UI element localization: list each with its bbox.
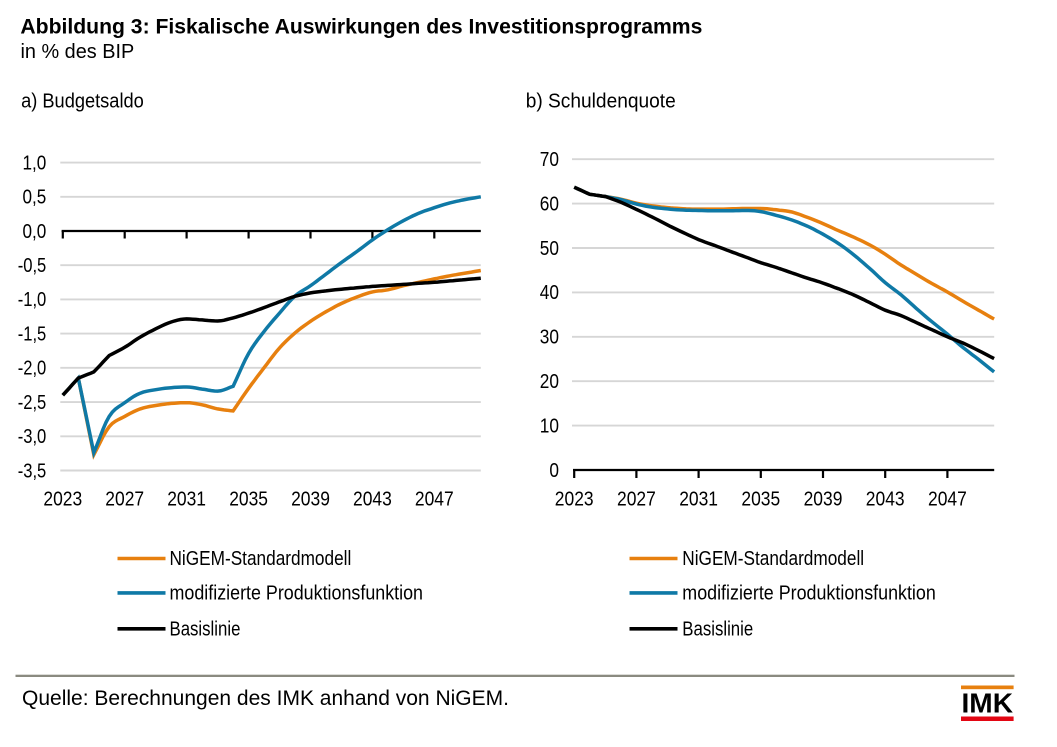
svg-text:-0,5: -0,5 [18,255,47,277]
svg-text:a) Budgetsaldo: a) Budgetsaldo [21,91,144,113]
svg-text:2035: 2035 [741,488,780,510]
svg-text:50: 50 [540,238,559,260]
svg-text:2031: 2031 [679,488,718,510]
svg-text:2035: 2035 [229,488,268,510]
svg-text:2047: 2047 [415,488,454,510]
svg-text:Basislinie: Basislinie [682,619,753,641]
svg-text:in % des BIP: in % des BIP [21,41,135,63]
svg-text:2027: 2027 [617,488,656,510]
svg-text:-3,5: -3,5 [18,460,47,482]
svg-text:modifizierte Produktionsfunkti: modifizierte Produktionsfunktion [170,583,424,605]
svg-text:0,5: 0,5 [23,187,47,209]
svg-text:-2,0: -2,0 [18,358,47,380]
svg-text:modifizierte Produktionsfunkti: modifizierte Produktionsfunktion [682,583,936,605]
svg-text:2031: 2031 [167,488,206,510]
svg-text:20: 20 [540,371,559,393]
svg-text:b) Schuldenquote: b) Schuldenquote [526,91,676,113]
svg-text:2023: 2023 [43,488,82,510]
svg-text:0: 0 [549,460,559,482]
svg-text:-2,5: -2,5 [18,392,47,414]
svg-text:2027: 2027 [105,488,144,510]
svg-text:2039: 2039 [291,488,330,510]
svg-text:30: 30 [540,327,559,349]
svg-text:-3,0: -3,0 [18,426,47,448]
svg-text:40: 40 [540,282,559,304]
svg-text:2039: 2039 [804,488,843,510]
svg-text:2043: 2043 [866,488,905,510]
svg-text:-1,0: -1,0 [18,289,47,311]
svg-text:2023: 2023 [555,488,594,510]
svg-text:2047: 2047 [928,488,967,510]
svg-text:70: 70 [540,149,559,171]
svg-text:NiGEM-Standardmodell: NiGEM-Standardmodell [170,548,352,570]
svg-text:-1,5: -1,5 [18,323,47,345]
svg-text:2043: 2043 [353,488,392,510]
svg-text:0,0: 0,0 [23,221,47,243]
svg-text:Quelle: Berechnungen des IMK a: Quelle: Berechnungen des IMK anhand von … [22,687,509,710]
svg-text:1,0: 1,0 [23,152,47,174]
svg-text:60: 60 [540,193,559,215]
svg-text:Abbildung 3: Fiskalische Auswi: Abbildung 3: Fiskalische Auswirkungen de… [20,16,702,39]
svg-text:NiGEM-Standardmodell: NiGEM-Standardmodell [682,548,864,570]
svg-text:10: 10 [540,415,559,437]
svg-text:IMK: IMK [962,688,1014,719]
svg-text:Basislinie: Basislinie [170,619,241,641]
